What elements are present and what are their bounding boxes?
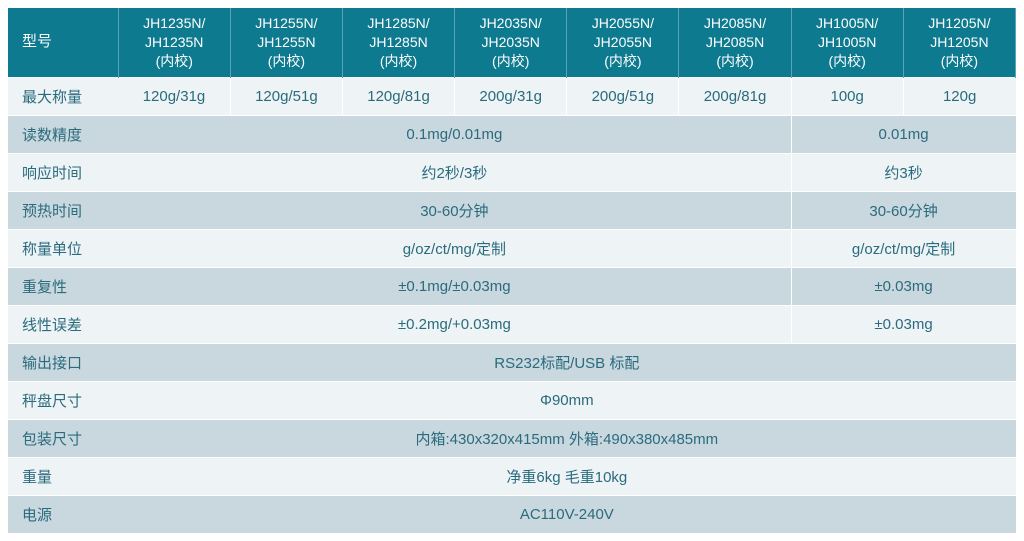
cell-value: AC110V-240V [118, 495, 1015, 533]
table-row: 响应时间约2秒/3秒约3秒 [8, 153, 1016, 191]
table-row: 读数精度0.1mg/0.01mg0.01mg [8, 115, 1016, 153]
cell-value: ±0.03mg [791, 305, 1015, 343]
model-header: JH1285N/JH1285N(内校) [342, 8, 454, 77]
cell-value: 200g/31g [455, 77, 567, 115]
cell-value: 0.01mg [791, 115, 1015, 153]
cell-value: 约3秒 [791, 153, 1015, 191]
table-row: 输出接口RS232标配/USB 标配 [8, 343, 1016, 381]
table-row: 称量单位g/oz/ct/mg/定制g/oz/ct/mg/定制 [8, 229, 1016, 267]
cell-value: 0.1mg/0.01mg [118, 115, 791, 153]
cell-value: 30-60分钟 [791, 191, 1015, 229]
table-body: 最大称量120g/31g120g/51g120g/81g200g/31g200g… [8, 77, 1016, 533]
model-header: JH1205N/JH1205N(内校) [903, 8, 1015, 77]
row-label: 输出接口 [8, 343, 118, 381]
row-label: 读数精度 [8, 115, 118, 153]
row-label: 包装尺寸 [8, 419, 118, 457]
cell-value: 30-60分钟 [118, 191, 791, 229]
cell-value: 净重6kg 毛重10kg [118, 457, 1015, 495]
cell-value: g/oz/ct/mg/定制 [118, 229, 791, 267]
table-row: 秤盘尺寸Φ90mm [8, 381, 1016, 419]
cell-value: 120g/81g [342, 77, 454, 115]
table-row: 预热时间30-60分钟30-60分钟 [8, 191, 1016, 229]
cell-value: 120g [903, 77, 1015, 115]
cell-value: 120g/51g [230, 77, 342, 115]
table-row: 重复性±0.1mg/±0.03mg±0.03mg [8, 267, 1016, 305]
row-label: 响应时间 [8, 153, 118, 191]
cell-value: 约2秒/3秒 [118, 153, 791, 191]
cell-value: RS232标配/USB 标配 [118, 343, 1015, 381]
cell-value: 200g/81g [679, 77, 791, 115]
cell-value: 100g [791, 77, 903, 115]
table-row: 重量净重6kg 毛重10kg [8, 457, 1016, 495]
cell-value: ±0.1mg/±0.03mg [118, 267, 791, 305]
row-label: 称量单位 [8, 229, 118, 267]
row-label: 线性误差 [8, 305, 118, 343]
model-header: JH2055N/JH2055N(内校) [567, 8, 679, 77]
model-header: JH2035N/JH2035N(内校) [455, 8, 567, 77]
table-row: 线性误差±0.2mg/+0.03mg±0.03mg [8, 305, 1016, 343]
cell-value: 内箱:430x320x415mm 外箱:490x380x485mm [118, 419, 1015, 457]
cell-value: Φ90mm [118, 381, 1015, 419]
table-row: 包装尺寸内箱:430x320x415mm 外箱:490x380x485mm [8, 419, 1016, 457]
model-header: JH1255N/JH1255N(内校) [230, 8, 342, 77]
row-label: 最大称量 [8, 77, 118, 115]
table-row: 电源AC110V-240V [8, 495, 1016, 533]
cell-value: 120g/31g [118, 77, 230, 115]
header-row: 型号 JH1235N/JH1235N(内校) JH1255N/JH1255N(内… [8, 8, 1016, 77]
row-label: 电源 [8, 495, 118, 533]
cell-value: ±0.2mg/+0.03mg [118, 305, 791, 343]
row-label: 秤盘尺寸 [8, 381, 118, 419]
header-label: 型号 [8, 8, 118, 77]
cell-value: ±0.03mg [791, 267, 1015, 305]
table-row: 最大称量120g/31g120g/51g120g/81g200g/31g200g… [8, 77, 1016, 115]
spec-table: 型号 JH1235N/JH1235N(内校) JH1255N/JH1255N(内… [8, 8, 1016, 533]
cell-value: g/oz/ct/mg/定制 [791, 229, 1015, 267]
row-label: 预热时间 [8, 191, 118, 229]
model-header: JH1005N/JH1005N(内校) [791, 8, 903, 77]
model-header: JH1235N/JH1235N(内校) [118, 8, 230, 77]
cell-value: 200g/51g [567, 77, 679, 115]
row-label: 重量 [8, 457, 118, 495]
row-label: 重复性 [8, 267, 118, 305]
model-header: JH2085N/JH2085N(内校) [679, 8, 791, 77]
